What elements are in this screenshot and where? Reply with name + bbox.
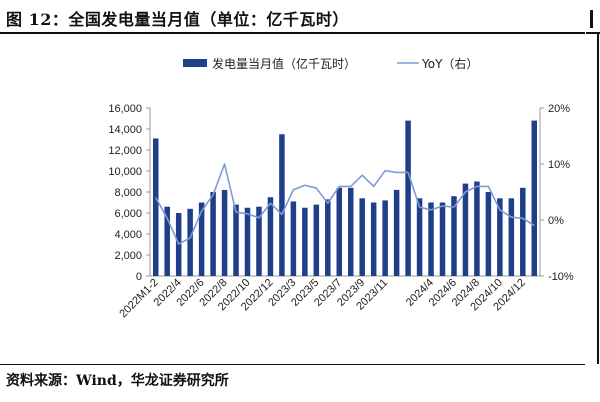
adjacent-title-rule (586, 32, 600, 34)
axes: 0 2,000 4,000 6,000 8,000 10,000 12,000 14,000 1… (108, 103, 574, 283)
left-tick-label: 12,000 (108, 145, 142, 157)
right-tick-label: 0% (548, 215, 564, 227)
right-tick-label: 20% (548, 103, 570, 115)
bar (370, 202, 377, 276)
bar (439, 202, 446, 276)
right-margin (586, 0, 600, 402)
bar (451, 196, 457, 276)
figure-title: 图 12：全国发电量当月值（单位：亿千瓦时） (6, 10, 349, 29)
title-rule (0, 32, 585, 34)
left-tick-label: 10,000 (108, 166, 142, 178)
bar (198, 202, 205, 276)
bar (325, 199, 331, 276)
bar (313, 204, 320, 276)
bar (347, 187, 354, 276)
yoy-series (155, 163, 535, 245)
bar (152, 138, 159, 276)
left-tick-label: 4,000 (114, 229, 142, 241)
bar (210, 192, 216, 276)
left-tick-label: 2,000 (114, 250, 142, 262)
right-tick-label: -10% (548, 271, 574, 283)
adjacent-figure-border (597, 34, 599, 364)
source-note: 资料来源：Wind，华龙证券研究所 (6, 373, 229, 389)
legend-bar-label: 发电量当月值（亿千瓦时） (212, 56, 356, 71)
bar (244, 207, 251, 276)
bar (267, 197, 274, 276)
x-tick-labels: 2022M1-22022/42022/62022/82022/102022/12… (117, 277, 528, 321)
legend: 发电量当月值（亿千瓦时） YoY（右） (183, 56, 478, 71)
adjacent-figure-edge (590, 10, 593, 28)
left-tick-label: 14,000 (108, 124, 142, 136)
bar (256, 206, 262, 276)
left-tick-label: 0 (136, 271, 142, 283)
bar (428, 202, 434, 276)
bar (233, 204, 239, 276)
bar (290, 201, 297, 276)
left-tick-label: 6,000 (114, 208, 142, 220)
bar (382, 200, 388, 276)
bar (302, 207, 308, 276)
bar (531, 120, 538, 276)
source-rule (0, 364, 585, 365)
bar (187, 208, 193, 276)
bar (359, 198, 365, 276)
legend-bar-swatch (183, 59, 207, 67)
bar (393, 189, 400, 276)
bar-series (152, 120, 538, 276)
bar (485, 192, 492, 276)
bar (497, 198, 503, 276)
bar (279, 134, 285, 276)
left-tick-label: 8,000 (114, 187, 142, 199)
legend-line-label: YoY（右） (421, 56, 478, 71)
bar (164, 206, 170, 276)
right-tick-label: 10% (548, 159, 570, 171)
yoy-line (155, 163, 535, 245)
bar (405, 120, 411, 276)
bar (462, 183, 469, 276)
bar (508, 198, 515, 276)
bar (221, 189, 228, 276)
bar (336, 187, 343, 276)
bar (474, 181, 480, 276)
bar (416, 198, 423, 276)
left-tick-label: 16,000 (108, 103, 142, 115)
bar (520, 187, 526, 276)
